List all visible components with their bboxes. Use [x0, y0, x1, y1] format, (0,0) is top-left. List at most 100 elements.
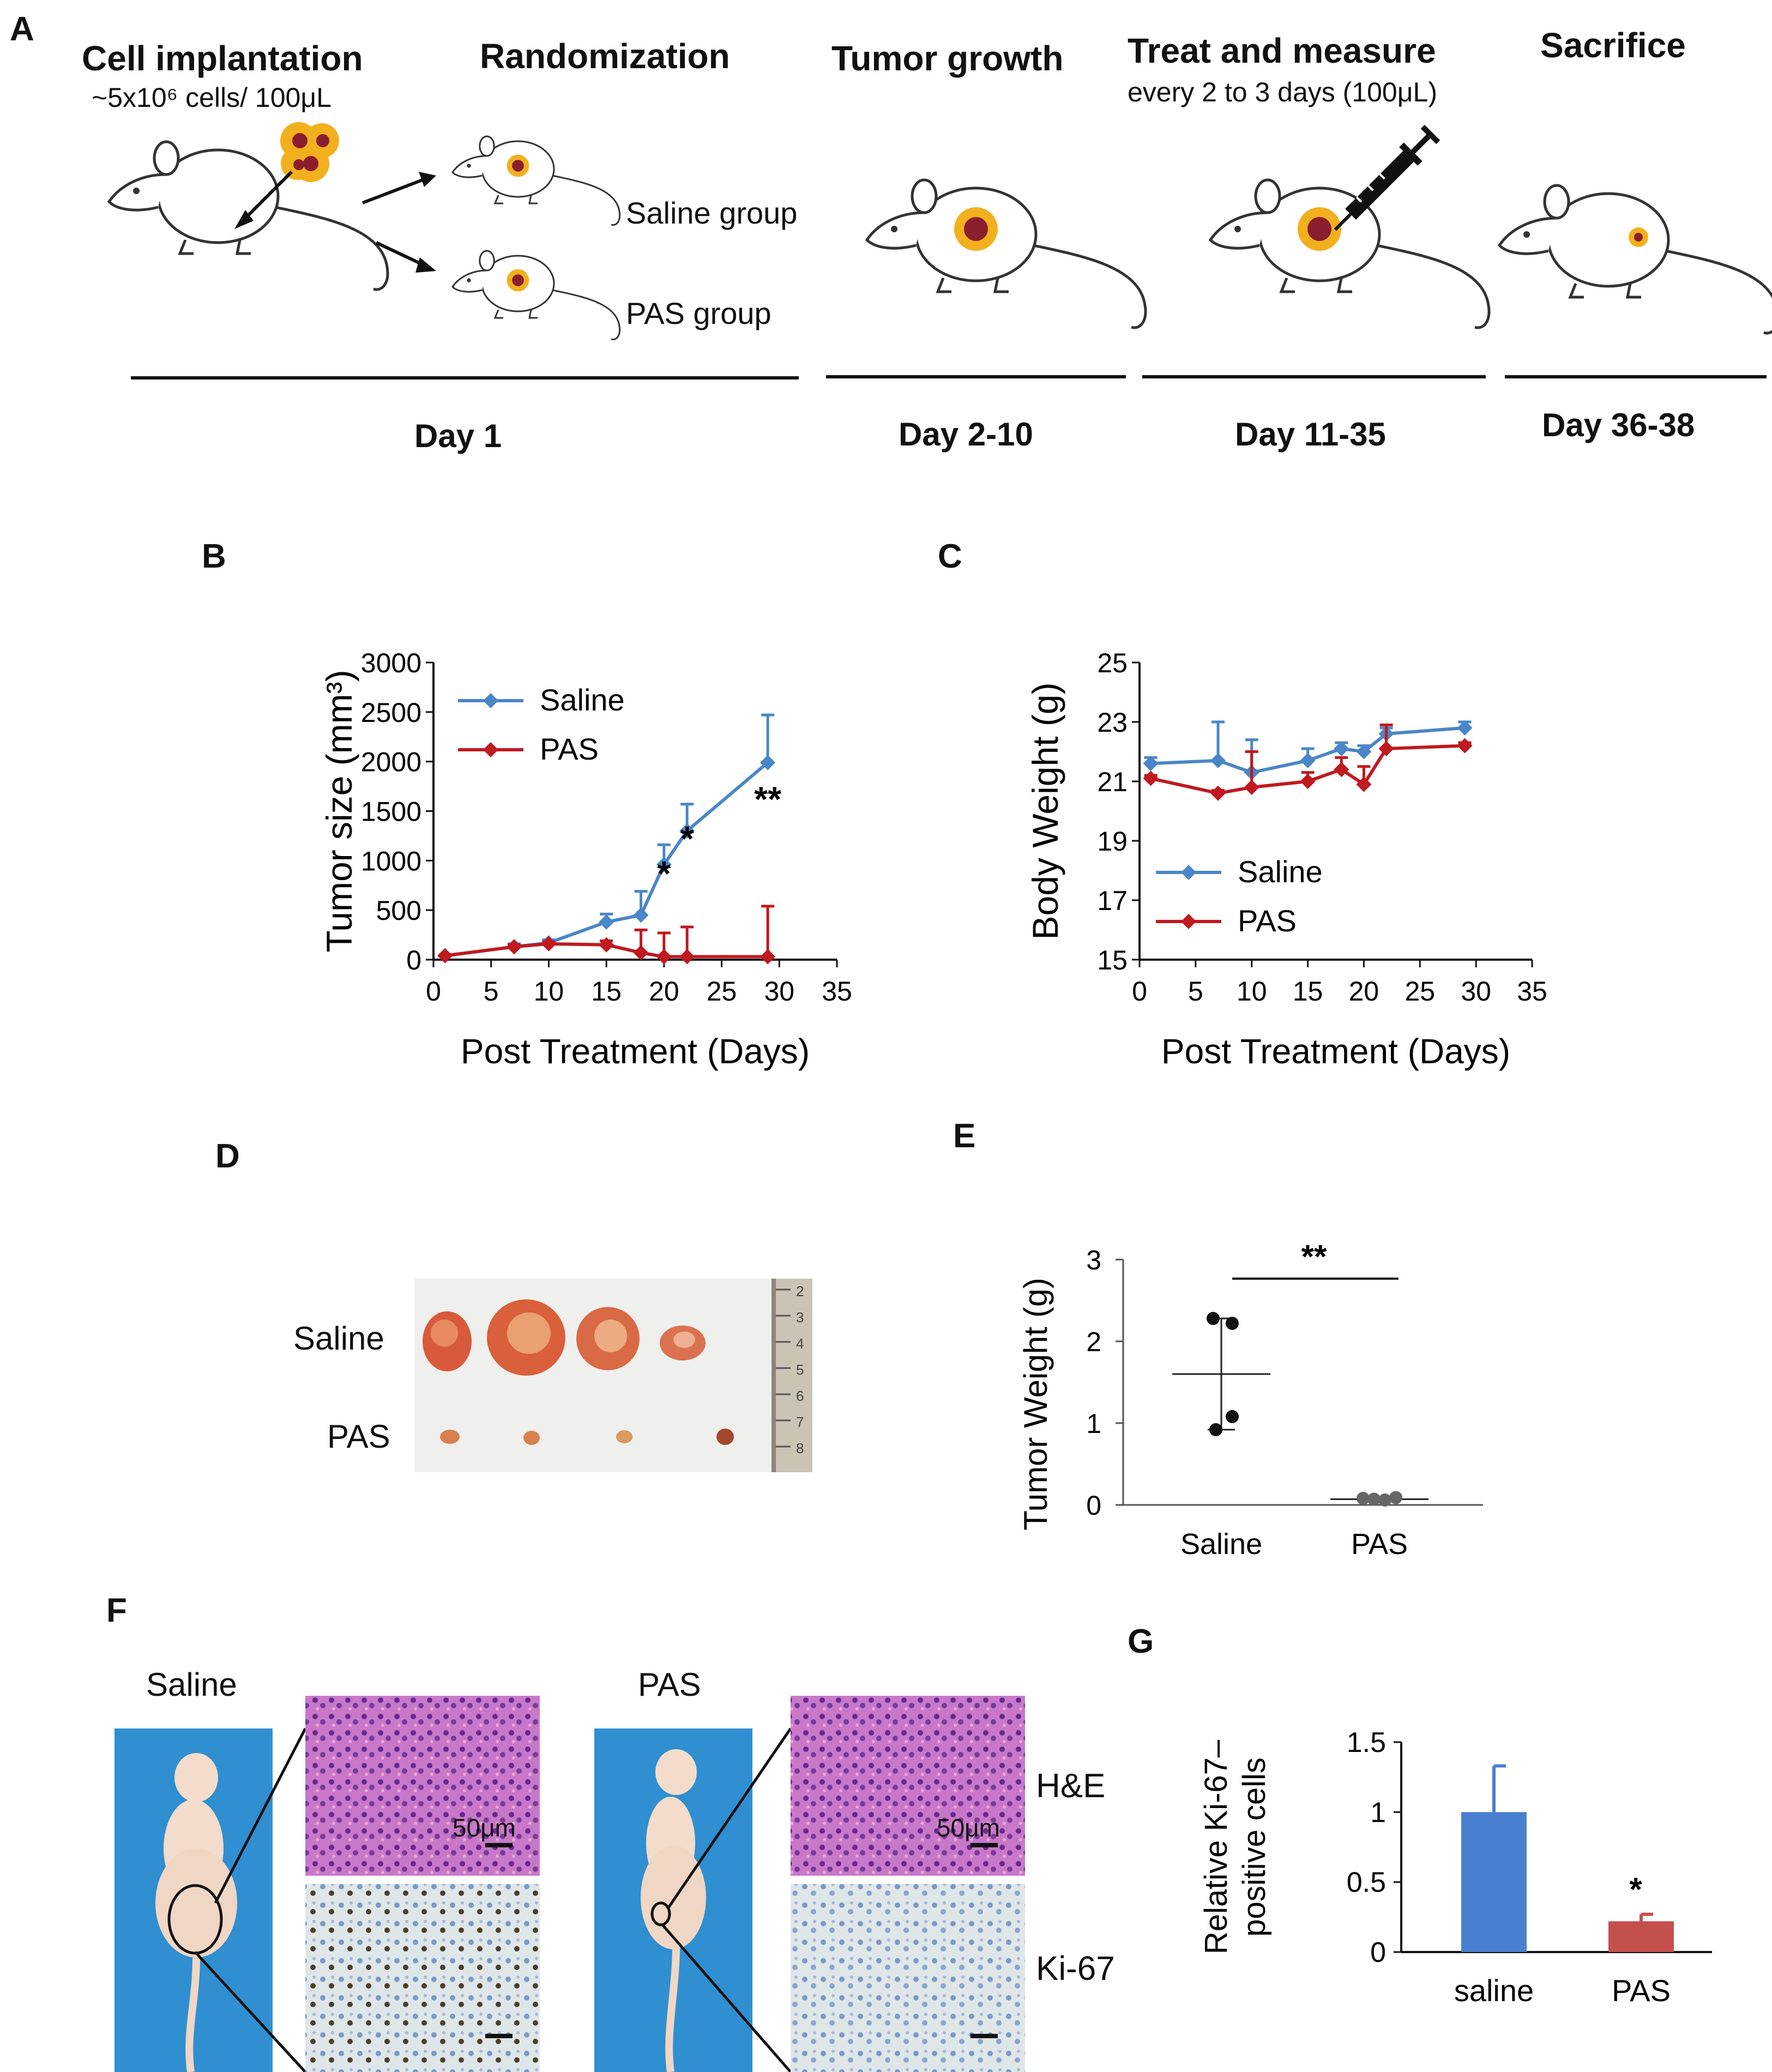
timeline-day11-35 [1142, 375, 1486, 378]
y-axis-title: Body Weight (g) [1025, 683, 1065, 940]
panel-e-letter: E [953, 1117, 976, 1155]
panel-b-letter: B [202, 538, 226, 575]
stage-title-sacrifice: Sacrifice [1540, 26, 1686, 65]
x-axis-title: Post Treatment (Days) [1161, 1032, 1510, 1071]
ruler-tick-label: 2 [796, 1283, 804, 1299]
x-tick-label: 15 [591, 976, 622, 1007]
data-point-pas [1334, 762, 1349, 778]
stain-label-he: H&E [1036, 1767, 1106, 1805]
syringe-icon [1334, 124, 1440, 231]
data-point [1357, 1492, 1370, 1505]
panel-a-illustrations [0, 122, 1772, 341]
tumor-weight-chart: 0 1 2 3 Saline PAS ** Tumor Weight (g) [1017, 1238, 1483, 1559]
y-axis-title: Tumor size (mm³) [319, 670, 359, 952]
data-point-saline [633, 907, 649, 923]
stage-title-implantation: Cell implantation [82, 39, 363, 78]
significance-mark: * [680, 819, 694, 858]
data-point-saline [1143, 756, 1159, 772]
arrow-to-saline [361, 178, 424, 204]
bar-saline [1461, 1812, 1527, 1952]
y-tick-label: 2000 [361, 747, 421, 778]
y-axis-title: positive cells [1237, 1757, 1272, 1937]
y-tick-label: 1000 [361, 846, 421, 876]
mouse-tumor-growth [867, 180, 1146, 328]
x-tick-label: 25 [1405, 976, 1435, 1007]
x-tick-label: 35 [1517, 976, 1547, 1007]
y-tick-label: 3 [1086, 1245, 1101, 1275]
stage-sub-implantation: ~5x10⁶ cells/ 100μL [92, 82, 332, 113]
x-tick-label: 25 [707, 976, 737, 1007]
x-tick-label: 30 [764, 976, 794, 1007]
y-tick-label: 1 [1086, 1408, 1101, 1439]
x-tick-label: 0 [426, 976, 441, 1007]
pas-tumors [440, 1429, 734, 1445]
y-tick-label: 2500 [361, 697, 421, 728]
y-tick-label: 0 [406, 945, 421, 975]
ruler [772, 1279, 812, 1472]
ruler-tick-label: 8 [796, 1440, 804, 1456]
legend-marker [483, 693, 498, 708]
data-point-saline [760, 755, 776, 770]
data-point-saline [1300, 752, 1316, 768]
significance-mark: ** [1301, 1238, 1327, 1275]
saline-group-label: Saline group [626, 196, 798, 230]
data-point-pas [679, 949, 695, 965]
x-tick-label: 15 [1293, 976, 1323, 1007]
data-point-pas [1457, 738, 1473, 754]
panel-g-letter: G [1128, 1623, 1154, 1660]
legend-label: PAS [540, 732, 599, 766]
x-tick-label: 30 [1461, 976, 1491, 1007]
ruler-tick-label: 6 [796, 1388, 804, 1404]
y-tick-label: 0.5 [1347, 1867, 1386, 1899]
saline-mouse-photo [114, 1728, 273, 2072]
data-point-saline [1210, 752, 1226, 768]
data-point [1207, 1312, 1220, 1325]
ruler-tick-label: 5 [796, 1362, 804, 1378]
stage-sub-treat: every 2 to 3 days (100μL) [1128, 77, 1437, 107]
legend-marker [483, 742, 498, 757]
y-axis-title: Tumor Weight (g) [1017, 1278, 1054, 1530]
data-point-pas [1300, 774, 1316, 789]
x-tick-label: 20 [649, 976, 679, 1007]
panel-f-images [114, 1696, 1025, 2072]
y-tick-label: 23 [1097, 707, 1128, 738]
y-axis-title: Relative Ki-67– [1198, 1739, 1234, 1954]
scale-bar [971, 1843, 998, 1847]
saline-ki67-image [305, 1884, 540, 2072]
y-tick-label: 0 [1370, 1937, 1386, 1968]
data-point-saline [1334, 741, 1349, 757]
x-category-label: Saline [1180, 1528, 1262, 1559]
data-point [1378, 1493, 1391, 1507]
data-point-saline [599, 914, 614, 930]
day-label-1: Day 1 [414, 418, 502, 454]
data-point-pas [656, 949, 672, 965]
data-point [1226, 1410, 1239, 1423]
data-point-pas [760, 949, 776, 965]
scale-label-pas: 50μm [937, 1814, 1000, 1842]
saline-tumors [423, 1299, 706, 1376]
timeline-day1 [131, 376, 799, 380]
y-tick-label: 15 [1097, 945, 1128, 975]
data-point-pas [1143, 770, 1159, 786]
data-point-pas [1356, 776, 1372, 792]
x-tick-label: 5 [1188, 976, 1203, 1007]
data-point-pas [1378, 741, 1394, 757]
significance-mark: ** [754, 780, 781, 819]
x-tick-label: 5 [484, 976, 499, 1007]
y-tick-label: 1.5 [1347, 1727, 1386, 1758]
legend-label: Saline [540, 683, 625, 717]
y-tick-label: 3000 [361, 648, 421, 678]
f-title-pas: PAS [638, 1666, 701, 1703]
stage-title-tumor-growth: Tumor growth [831, 39, 1064, 78]
ruler-tick-label: 7 [796, 1414, 804, 1430]
panel-f-letter: F [106, 1592, 127, 1629]
photo-row-pas: PAS [327, 1418, 390, 1455]
data-point [1209, 1423, 1222, 1436]
y-tick-label: 1500 [361, 797, 421, 827]
legend-marker [1181, 914, 1196, 929]
y-tick-label: 1 [1370, 1797, 1386, 1828]
photo-row-saline: Saline [293, 1320, 384, 1357]
x-tick-label: 35 [822, 976, 852, 1007]
x-tick-label: 10 [1237, 976, 1267, 1007]
scale-label-saline: 50μm [453, 1814, 516, 1842]
